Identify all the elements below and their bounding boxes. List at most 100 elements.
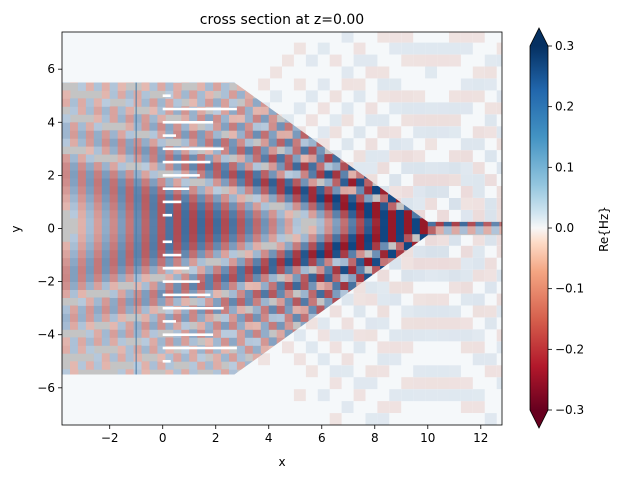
y-tick-label: −2	[37, 275, 55, 289]
field-cell	[221, 345, 230, 354]
grating-slit	[162, 174, 200, 177]
field-cell	[300, 273, 309, 282]
field-cell	[284, 225, 294, 235]
field-cell	[149, 217, 158, 227]
outer-field-cell	[460, 329, 473, 342]
field-cell	[117, 130, 127, 139]
field-cell	[189, 265, 198, 275]
field-cell	[93, 257, 103, 267]
field-cell	[173, 305, 182, 314]
outer-field-cell	[460, 209, 473, 222]
outer-field-cell	[365, 365, 378, 378]
field-cell	[189, 114, 198, 123]
field-cell	[181, 186, 190, 195]
field-cell	[308, 194, 317, 203]
field-cell	[316, 249, 325, 259]
outer-field-cell	[413, 365, 426, 378]
field-cell	[173, 225, 182, 235]
field-cell	[189, 241, 198, 251]
field-cell	[149, 122, 158, 131]
field-cell	[316, 146, 325, 155]
field-cell	[340, 265, 349, 275]
outer-field-cell	[449, 150, 461, 163]
field-cell	[221, 162, 230, 171]
field-cell	[205, 82, 214, 91]
field-cell	[284, 249, 294, 259]
field-cell	[252, 114, 262, 123]
outer-field-cell	[413, 293, 426, 306]
field-cell	[213, 186, 222, 195]
field-cell	[308, 146, 317, 155]
field-cell	[268, 114, 278, 123]
field-cell	[260, 225, 270, 235]
field-cell	[340, 289, 349, 298]
field-cell	[141, 186, 150, 195]
field-cell	[236, 289, 246, 298]
field-cell	[149, 281, 158, 290]
outer-field-cell	[401, 245, 414, 258]
field-cell	[125, 186, 134, 195]
field-cell	[356, 201, 365, 211]
outer-field-cell	[305, 114, 318, 127]
field-cell	[292, 138, 301, 147]
field-cell	[236, 257, 246, 267]
grating-slit	[162, 280, 200, 283]
field-cell	[316, 257, 325, 267]
field-cell	[229, 297, 238, 306]
field-cell	[332, 265, 341, 275]
field-cell	[173, 82, 182, 83]
field-cell	[101, 162, 111, 171]
field-cell	[260, 321, 270, 330]
field-cell	[372, 265, 381, 275]
outer-field-cell	[353, 341, 366, 354]
field-cell	[348, 265, 357, 275]
field-cell	[125, 265, 134, 275]
field-cell	[252, 289, 262, 298]
field-cell	[85, 170, 95, 179]
field-cell	[125, 82, 134, 83]
field-cell	[308, 249, 317, 259]
field-cell	[276, 265, 286, 275]
field-cell	[165, 122, 174, 131]
field-cell	[229, 265, 238, 275]
field-cell	[141, 289, 150, 298]
field-cell	[93, 353, 103, 362]
field-cell	[93, 337, 103, 346]
field-cell	[244, 201, 254, 211]
field-cell	[229, 209, 238, 219]
outer-field-cell	[377, 281, 390, 294]
field-cell	[77, 209, 87, 219]
outer-field-cell	[449, 269, 461, 282]
field-cell	[396, 241, 405, 251]
field-cell	[213, 233, 222, 243]
colorbar-gradient	[530, 46, 548, 410]
field-cell	[356, 170, 365, 179]
field-cell	[70, 154, 79, 163]
outer-field-cell	[437, 365, 449, 378]
field-cell	[205, 122, 214, 131]
field-cell	[268, 138, 278, 147]
field-cell	[62, 130, 71, 139]
field-cell	[244, 289, 254, 298]
field-cell	[173, 106, 182, 115]
field-cell	[260, 297, 270, 306]
field-cell	[356, 241, 365, 251]
field-cell	[221, 106, 230, 115]
field-cell	[189, 122, 198, 131]
outer-field-cell	[353, 162, 366, 174]
field-cell	[77, 305, 87, 314]
field-cell	[125, 249, 134, 259]
field-cell	[133, 114, 142, 123]
field-cell	[260, 289, 270, 298]
field-cell	[189, 273, 198, 282]
field-cell	[388, 249, 397, 259]
outer-field-cell	[401, 317, 414, 330]
outer-field-cell	[329, 377, 342, 390]
field-cell	[380, 225, 389, 235]
outer-field-cell	[401, 305, 414, 318]
field-cell	[221, 273, 230, 282]
outer-field-cell	[377, 66, 390, 79]
field-cell	[197, 154, 206, 163]
field-cell	[189, 345, 198, 354]
field-cell	[229, 170, 238, 179]
